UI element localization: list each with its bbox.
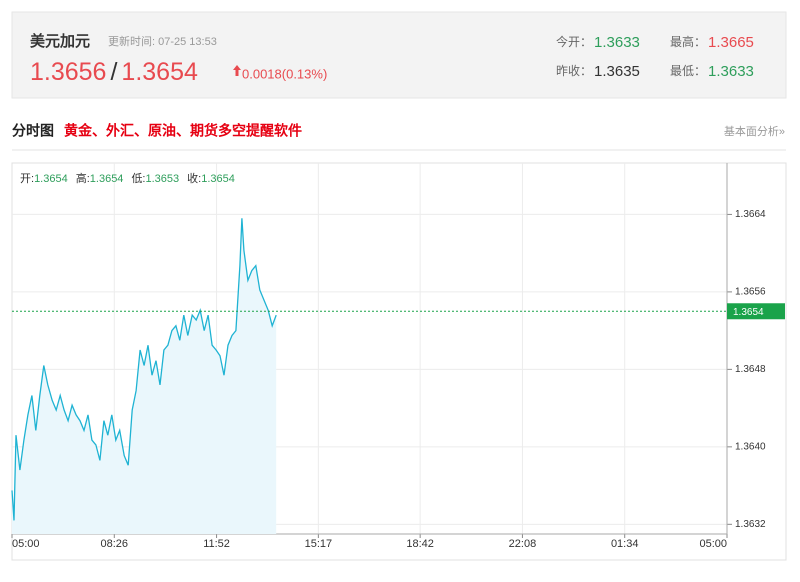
- ohlc-value: 1.3653: [146, 173, 180, 185]
- ad-link[interactable]: 黄金、外汇、原油、期货多空提醒软件: [64, 123, 302, 139]
- chart: 1.3664 1.3656 1.3648 1.3640 1.3632 05:00 08:26…: [11, 163, 785, 550]
- x-tick-label: 08:26: [101, 538, 129, 550]
- x-tick-label: 18:42: [406, 538, 434, 550]
- stat-label: 最低：: [670, 64, 706, 78]
- ohlc-label: 收:: [187, 171, 201, 185]
- ohlc-value: 1.3654: [90, 173, 124, 185]
- stat-value: 1.3635: [594, 63, 640, 80]
- up-arrow: [233, 65, 241, 76]
- ohlc-value: 1.3654: [201, 173, 235, 185]
- y-tick-label: 1.3656: [735, 287, 766, 298]
- ohlc-label: 高:: [76, 171, 90, 185]
- bid: 1.3656: [30, 58, 106, 86]
- stat-value: 1.3633: [594, 34, 640, 51]
- stat-value: 1.3633: [708, 63, 754, 80]
- separator: /: [110, 58, 117, 86]
- change: 0.0018(0.13%): [242, 66, 327, 81]
- x-tick-label: 11:52: [203, 538, 230, 550]
- ohlc-info: 开:1.3654 高:1.3654 低:1.3653 收:1.3654: [20, 171, 235, 185]
- x-tick-label: 15:17: [305, 538, 333, 550]
- section-title: 分时图: [12, 123, 54, 139]
- chart-frame: [11, 162, 787, 561]
- last-price-label: 1.3654: [733, 307, 764, 318]
- pair-name: 美元加元: [30, 32, 90, 50]
- price-line: 1.3656/1.3654: [30, 58, 198, 86]
- stat-label: 最高：: [670, 34, 706, 49]
- stat-value: 1.3665: [708, 34, 754, 51]
- last-price-box: [727, 303, 785, 320]
- y-tick-label: 1.3664: [735, 209, 766, 220]
- price-line: [11, 218, 277, 521]
- x-tick-label: 22:08: [509, 538, 537, 550]
- quote-panel: [11, 11, 787, 99]
- y-tick-label: 1.3632: [735, 519, 766, 530]
- stat-label: 今开：: [556, 34, 592, 49]
- ohlc-value: 1.3654: [34, 173, 68, 185]
- ohlc-label: 低:: [131, 172, 145, 185]
- x-tick-label: 01:34: [611, 538, 639, 550]
- area: [12, 218, 277, 535]
- analysis-link[interactable]: 基本面分析»: [724, 124, 785, 138]
- y-tick-label: 1.3640: [735, 441, 766, 452]
- ask: 1.3654: [121, 58, 198, 86]
- ohlc-label: 开:: [20, 173, 34, 185]
- x-tick-label: 05:00: [699, 538, 727, 550]
- x-tick-label: 05:00: [12, 538, 40, 550]
- stat-label: 昨收：: [556, 64, 592, 78]
- y-tick-label: 1.3648: [735, 364, 766, 375]
- update-time: 更新时间: 07-25 13:53: [108, 34, 217, 48]
